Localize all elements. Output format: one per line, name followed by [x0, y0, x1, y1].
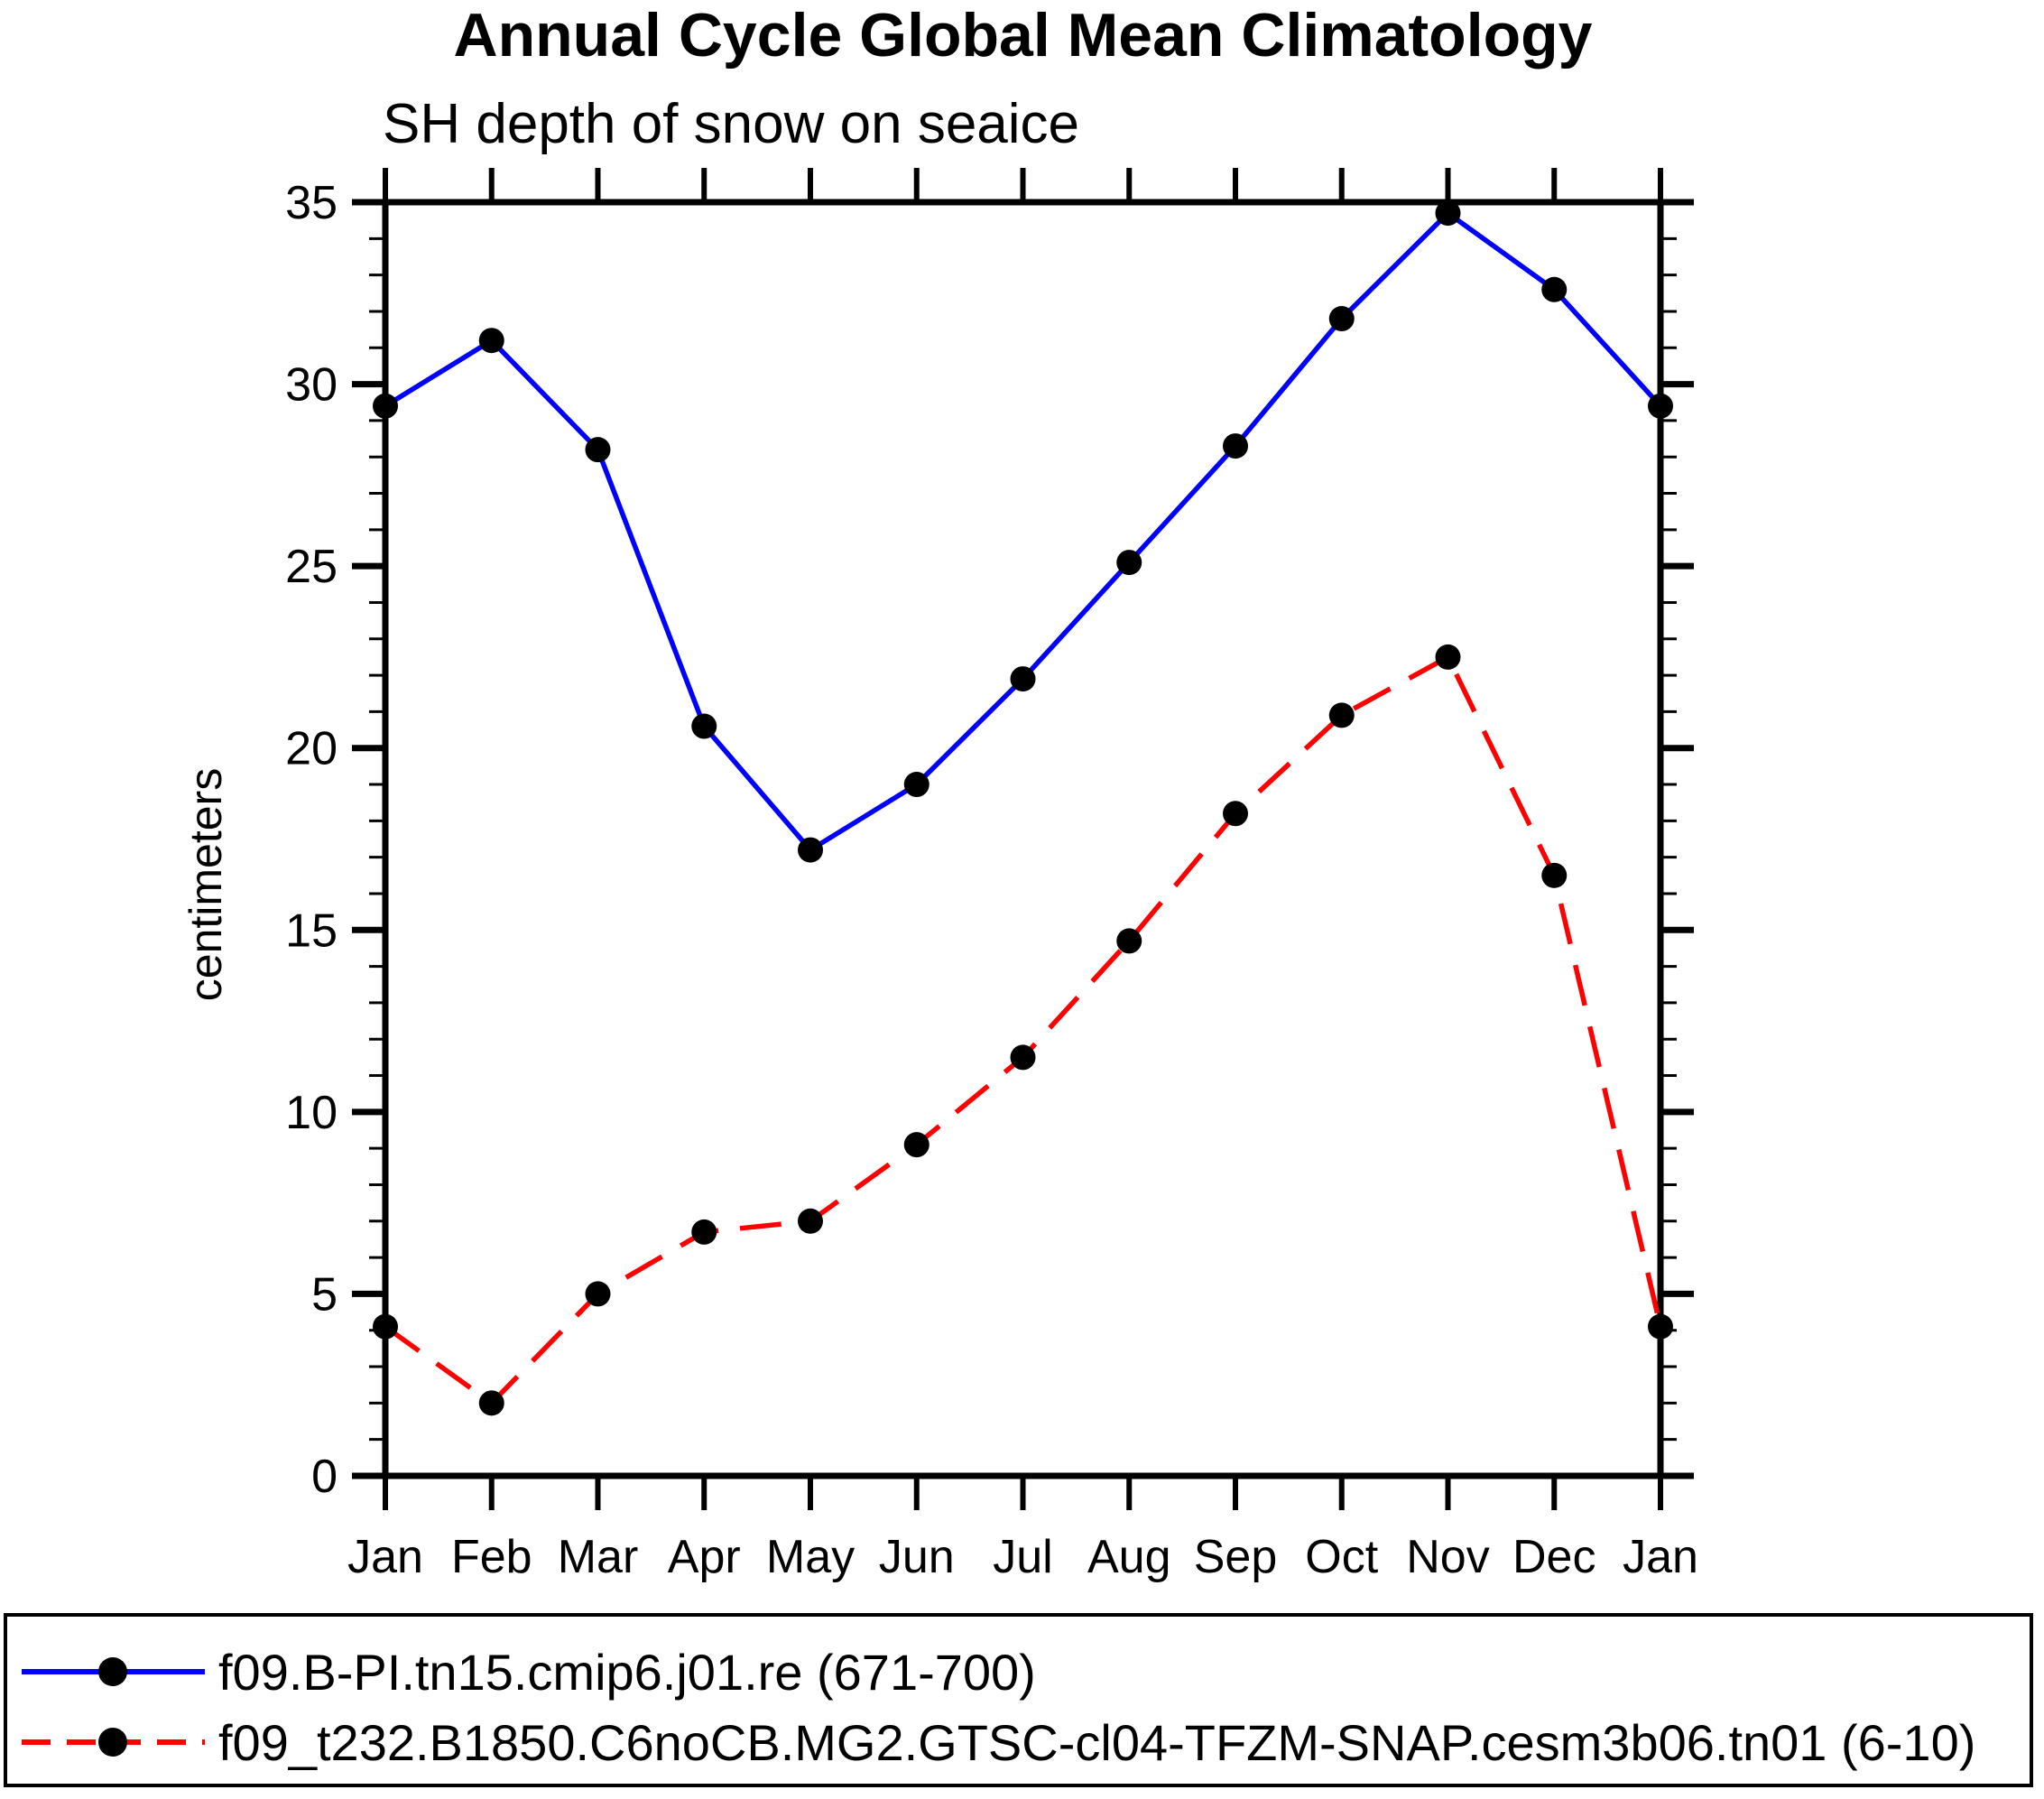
y-tick-label: 20	[285, 723, 338, 775]
x-tick-label: Sep	[1194, 1531, 1278, 1583]
x-tick-label: Aug	[1087, 1531, 1171, 1583]
data-point-marker	[1010, 1044, 1036, 1071]
y-tick-label: 35	[285, 177, 338, 229]
data-point-marker	[1541, 862, 1568, 888]
data-point-marker	[903, 772, 930, 798]
data-point-marker	[585, 1281, 611, 1307]
data-point-marker	[1328, 306, 1355, 332]
series-line-1	[384, 654, 1663, 1406]
data-point-marker	[1328, 702, 1355, 728]
data-point-marker	[1116, 928, 1142, 954]
y-tick-label: 15	[285, 904, 338, 957]
x-tick-label: Dec	[1512, 1531, 1595, 1583]
data-point-marker	[903, 1132, 930, 1158]
x-tick-label: Jul	[993, 1531, 1052, 1583]
data-point-marker	[1435, 200, 1461, 227]
data-point-marker	[798, 1208, 823, 1234]
x-tick-label: Oct	[1305, 1531, 1378, 1583]
data-point-marker	[691, 713, 717, 739]
legend-label-1: f09_t232.B1850.C6noCB.MG2.GTSC-cl04-TFZM…	[218, 1713, 1976, 1771]
y-tick-label: 10	[285, 1087, 338, 1139]
x-tick-label: Mar	[558, 1531, 639, 1583]
data-point-marker	[798, 837, 823, 863]
legend-entry-1: f09_t232.B1850.C6noCB.MG2.GTSC-cl04-TFZM…	[20, 1711, 1975, 1774]
legend-marker-sample	[98, 1657, 127, 1686]
plot-area: Jan Feb Mar Apr May Jun Jul Aug Sep Oct Nov Dec Jan0…	[285, 168, 1698, 1583]
data-point-marker	[1116, 550, 1142, 576]
legend-entry-0: f09.B-PI.tn15.cmip6.j01.re (671-700)	[20, 1640, 1036, 1703]
data-point-marker	[1648, 1313, 1673, 1340]
legend-marker-sample	[98, 1728, 127, 1757]
chart-subtitle: SH depth of snow on seaice	[383, 93, 1080, 155]
data-point-marker	[1435, 644, 1461, 670]
x-tick-label: Feb	[451, 1531, 532, 1583]
x-tick-label: Jan	[347, 1531, 423, 1583]
legend: f09.B-PI.tn15.cmip6.j01.re (671-700) f09…	[4, 1613, 2033, 1787]
x-tick-label: Jun	[879, 1531, 955, 1583]
data-point-marker	[585, 437, 611, 463]
x-tick-label: Nov	[1406, 1531, 1489, 1583]
data-point-marker	[1223, 433, 1248, 459]
x-tick-label: Jan	[1623, 1531, 1698, 1583]
data-point-marker	[373, 393, 398, 419]
y-tick-label: 0	[311, 1451, 338, 1503]
data-point-marker	[478, 328, 504, 354]
series-line-0	[384, 210, 1663, 853]
data-point-marker	[1648, 393, 1673, 419]
data-point-marker	[1010, 666, 1036, 692]
y-tick-label: 25	[285, 541, 338, 593]
y-tick-label: 5	[311, 1268, 338, 1321]
x-tick-label: May	[766, 1531, 855, 1583]
plot-box	[382, 199, 1664, 1479]
data-point-marker	[373, 1313, 398, 1340]
legend-swatch-1	[22, 1728, 205, 1757]
y-tick-label: 30	[285, 359, 338, 412]
data-point-marker	[1223, 801, 1248, 827]
data-point-marker	[1541, 276, 1568, 302]
x-tick-label: Apr	[668, 1531, 741, 1583]
data-point-marker	[691, 1219, 717, 1245]
legend-swatch-0	[22, 1657, 205, 1686]
chart-title: Annual Cycle Global Mean Climatology	[453, 1, 1593, 70]
data-point-marker	[478, 1390, 504, 1416]
legend-label-0: f09.B-PI.tn15.cmip6.j01.re (671-700)	[218, 1643, 1036, 1701]
